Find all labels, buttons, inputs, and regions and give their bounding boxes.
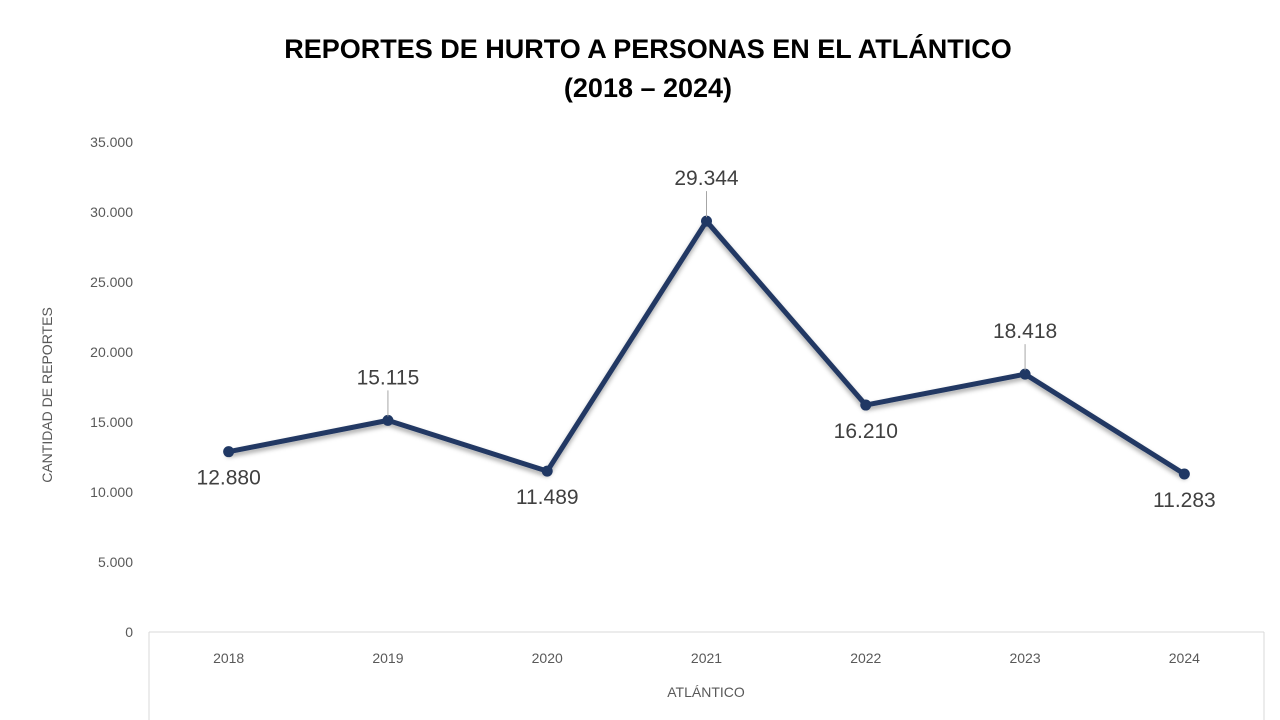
data-point	[701, 215, 712, 227]
y-tick-label: 30.000	[90, 204, 133, 220]
x-tick-label: 2018	[213, 650, 244, 666]
x-tick-label: 2021	[691, 650, 722, 666]
y-tick-label: 5.000	[98, 554, 133, 570]
data-label: 29.344	[674, 167, 739, 190]
x-tick-label: 2019	[372, 650, 403, 666]
chart-subtitle: (2018 – 2024)	[563, 73, 733, 103]
x-tick-label: 2023	[1009, 650, 1040, 666]
data-point	[382, 414, 394, 426]
y-tick-label: 20.000	[90, 344, 133, 360]
data-point	[223, 446, 235, 458]
y-axis-title: CANTIDAD DE REPORTES	[39, 307, 55, 483]
data-point	[1178, 468, 1190, 480]
y-tick-label: 35.000	[90, 134, 133, 150]
chart-title-block: REPORTES DE HURTO A PERSONAS EN EL ATLÁN…	[0, 30, 1280, 108]
y-tick-label: 25.000	[90, 274, 133, 290]
series-line	[226, 218, 1187, 477]
data-labels: 12.880 15.115 11.489 29.344 16.210 18.418 11.2…	[197, 167, 1216, 512]
y-tick-label: 0	[125, 624, 133, 640]
x-tick-label: 2020	[532, 650, 563, 666]
chart-title: REPORTES DE HURTO A PERSONAS EN EL ATLÁN…	[284, 34, 1012, 64]
data-label: 15.115	[357, 366, 420, 389]
data-label: 11.283	[1153, 489, 1216, 512]
data-label: 11.489	[516, 486, 579, 509]
x-axis: 2018 2019 2020 2021 2022 2023 2024	[148, 631, 1265, 720]
y-tick-label: 15.000	[90, 414, 133, 430]
x-axis-title: ATLÁNTICO	[667, 684, 745, 700]
series-line-group	[226, 218, 1187, 477]
data-point	[860, 399, 872, 411]
x-tick-label: 2024	[1169, 650, 1200, 666]
data-point	[1019, 368, 1031, 380]
data-label: 16.210	[834, 420, 898, 443]
y-tick-label: 10.000	[90, 484, 133, 500]
data-point	[541, 465, 553, 477]
y-axis-ticks: 0 5.000 10.000 15.000 20.000 25.000 30.000 35.0…	[90, 134, 133, 640]
data-label: 12.880	[197, 467, 261, 490]
data-label: 18.418	[993, 320, 1057, 343]
data-points	[223, 215, 1190, 480]
x-tick-label: 2022	[850, 650, 881, 666]
